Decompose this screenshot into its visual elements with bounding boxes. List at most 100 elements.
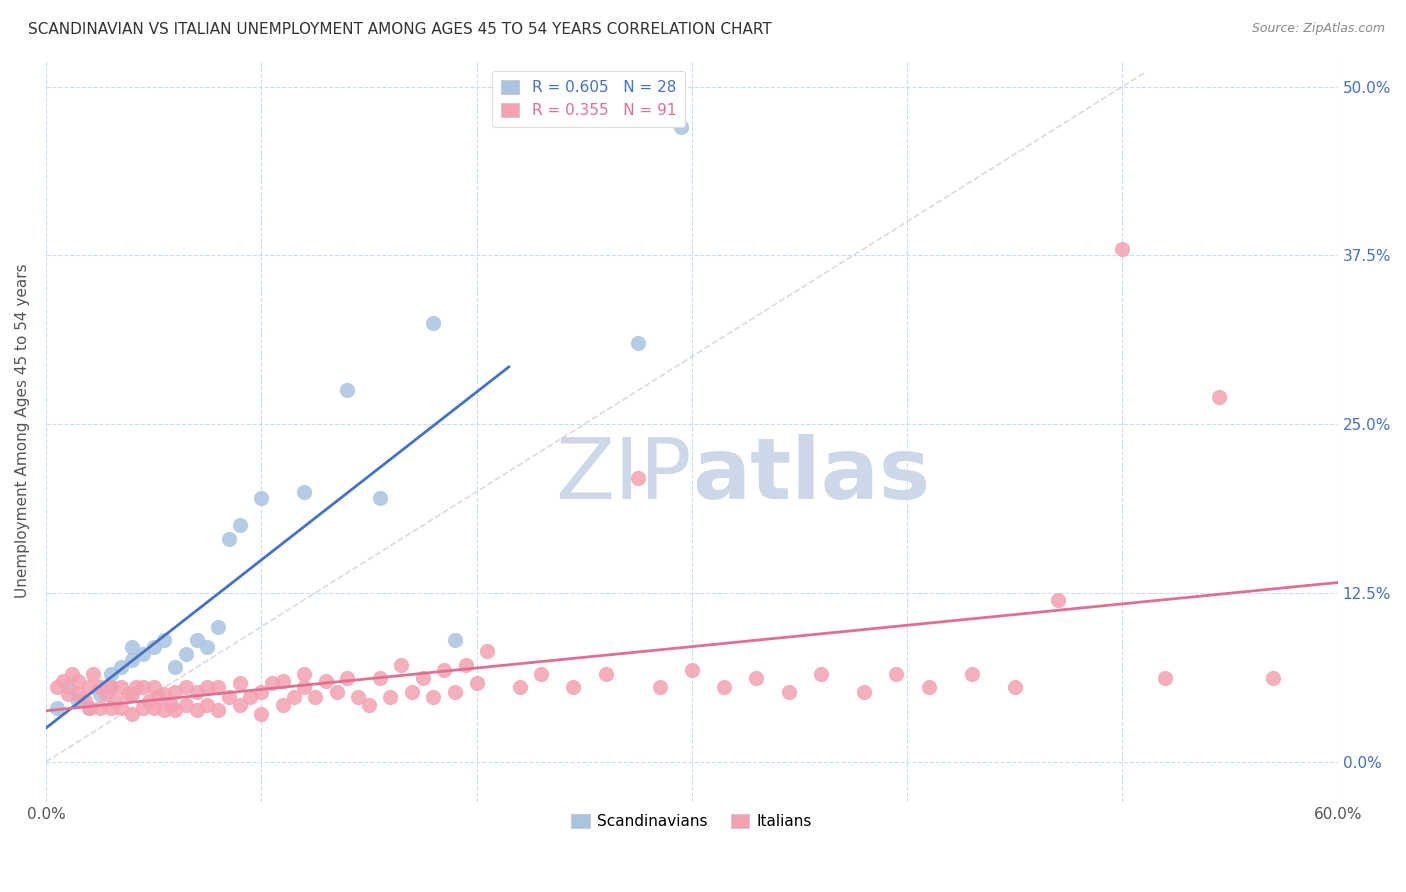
Point: [336, 671, 359, 685]
Point: [884, 667, 907, 681]
Point: [292, 484, 315, 499]
Point: [100, 681, 122, 695]
Point: [197, 640, 219, 654]
Point: [960, 667, 983, 681]
Point: [444, 633, 467, 648]
Point: [96, 687, 118, 701]
Point: [174, 698, 197, 712]
Point: [197, 698, 219, 712]
Point: [401, 684, 423, 698]
Point: [368, 491, 391, 506]
Point: [1208, 390, 1230, 404]
Point: [250, 491, 273, 506]
Point: [380, 690, 402, 704]
Point: [315, 673, 337, 688]
Point: [77, 700, 100, 714]
Point: [1004, 681, 1026, 695]
Point: [45, 700, 67, 714]
Point: [153, 687, 176, 701]
Point: [228, 676, 250, 690]
Point: [627, 336, 650, 351]
Point: [82, 667, 104, 681]
Point: [347, 690, 370, 704]
Point: [165, 703, 187, 717]
Point: [174, 681, 197, 695]
Point: [595, 667, 617, 681]
Point: [292, 681, 315, 695]
Point: [165, 660, 187, 674]
Point: [142, 640, 165, 654]
Point: [186, 684, 208, 698]
Point: [146, 690, 169, 704]
Point: [207, 681, 229, 695]
Point: [89, 700, 111, 714]
Point: [142, 681, 165, 695]
Point: [56, 681, 79, 695]
Point: [67, 687, 90, 701]
Point: [853, 684, 876, 698]
Point: [283, 690, 305, 704]
Point: [444, 684, 467, 698]
Point: [110, 660, 132, 674]
Point: [648, 681, 671, 695]
Point: [67, 673, 90, 688]
Point: [174, 647, 197, 661]
Y-axis label: Unemployment Among Ages 45 to 54 years: Unemployment Among Ages 45 to 54 years: [15, 264, 30, 599]
Point: [1111, 242, 1133, 256]
Point: [271, 698, 294, 712]
Point: [100, 667, 122, 681]
Point: [433, 663, 456, 677]
Legend: Scandinavians, Italians: Scandinavians, Italians: [565, 808, 818, 836]
Point: [142, 700, 165, 714]
Point: [138, 694, 160, 708]
Point: [336, 384, 359, 398]
Point: [228, 518, 250, 533]
Text: Source: ZipAtlas.com: Source: ZipAtlas.com: [1251, 22, 1385, 36]
Point: [100, 700, 122, 714]
Point: [325, 684, 347, 698]
Point: [218, 690, 240, 704]
Point: [117, 687, 139, 701]
Point: [368, 671, 391, 685]
Point: [530, 667, 553, 681]
Point: [422, 316, 444, 330]
Point: [1261, 671, 1284, 685]
Point: [121, 653, 143, 667]
Point: [228, 698, 250, 712]
Point: [45, 681, 67, 695]
Point: [250, 707, 273, 722]
Point: [292, 667, 315, 681]
Point: [125, 681, 148, 695]
Point: [778, 684, 800, 698]
Point: [260, 676, 283, 690]
Point: [477, 644, 499, 658]
Point: [422, 690, 444, 704]
Point: [104, 694, 127, 708]
Text: SCANDINAVIAN VS ITALIAN UNEMPLOYMENT AMONG AGES 45 TO 54 YEARS CORRELATION CHART: SCANDINAVIAN VS ITALIAN UNEMPLOYMENT AMO…: [28, 22, 772, 37]
Point: [121, 707, 143, 722]
Point: [271, 673, 294, 688]
Point: [100, 681, 122, 695]
Point: [454, 657, 477, 672]
Point: [509, 681, 531, 695]
Point: [89, 681, 111, 695]
Point: [304, 690, 326, 704]
Point: [77, 700, 100, 714]
Point: [186, 703, 208, 717]
Point: [121, 687, 143, 701]
Text: ZIP: ZIP: [555, 434, 692, 517]
Point: [562, 681, 585, 695]
Point: [218, 532, 240, 546]
Point: [153, 633, 176, 648]
Point: [412, 671, 434, 685]
Point: [132, 700, 155, 714]
Point: [67, 694, 90, 708]
Point: [52, 673, 75, 688]
Point: [389, 657, 412, 672]
Point: [669, 120, 692, 135]
Point: [160, 698, 183, 712]
Point: [207, 703, 229, 717]
Point: [745, 671, 768, 685]
Point: [1046, 592, 1069, 607]
Point: [239, 690, 262, 704]
